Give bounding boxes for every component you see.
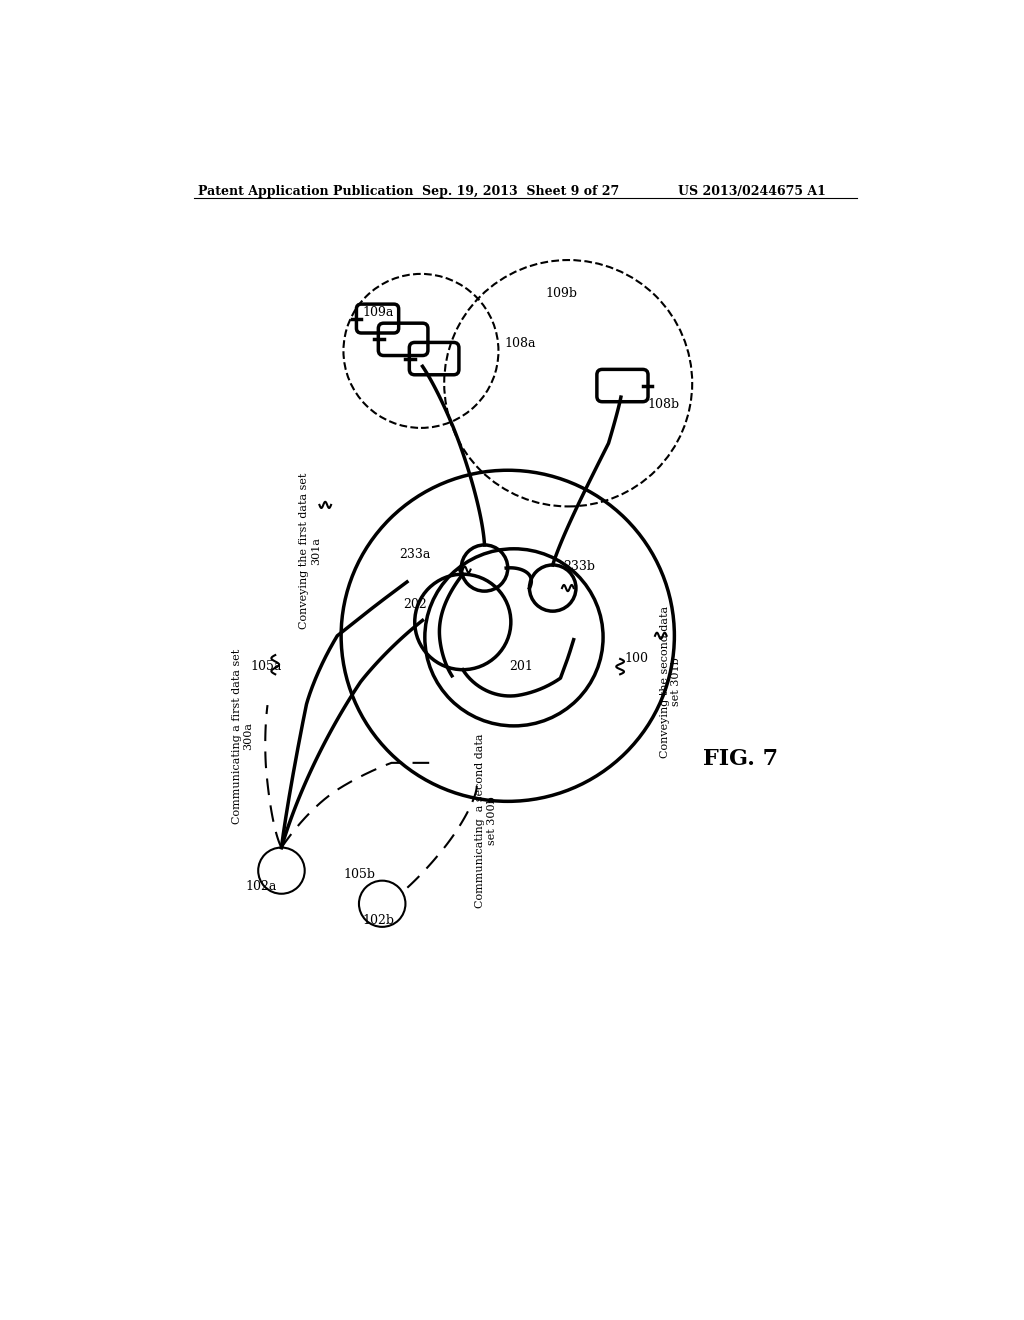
Text: 233b: 233b — [563, 560, 596, 573]
Text: 201: 201 — [509, 660, 534, 673]
Text: 109b: 109b — [545, 286, 577, 300]
Text: Conveying the first data set
301a: Conveying the first data set 301a — [299, 473, 321, 630]
Text: 102b: 102b — [362, 915, 394, 927]
Text: 105a: 105a — [251, 660, 282, 673]
Text: 100: 100 — [624, 652, 648, 665]
Text: 105b: 105b — [343, 869, 376, 880]
Text: FIG. 7: FIG. 7 — [702, 748, 778, 770]
Text: 109a: 109a — [362, 306, 393, 319]
Text: 108b: 108b — [647, 399, 679, 412]
Text: 102a: 102a — [246, 879, 278, 892]
Text: Sep. 19, 2013  Sheet 9 of 27: Sep. 19, 2013 Sheet 9 of 27 — [423, 185, 620, 198]
Text: US 2013/0244675 A1: US 2013/0244675 A1 — [678, 185, 826, 198]
Text: Communicating  a second data
set 300b: Communicating a second data set 300b — [475, 734, 497, 908]
Text: Patent Application Publication: Patent Application Publication — [198, 185, 414, 198]
Text: Conveying the second data
set 301b: Conveying the second data set 301b — [659, 606, 681, 758]
Text: 108a: 108a — [505, 337, 537, 350]
Text: Communicating a first data set
300a: Communicating a first data set 300a — [231, 648, 254, 824]
Text: 233a: 233a — [399, 548, 431, 561]
Text: 202: 202 — [403, 598, 427, 611]
